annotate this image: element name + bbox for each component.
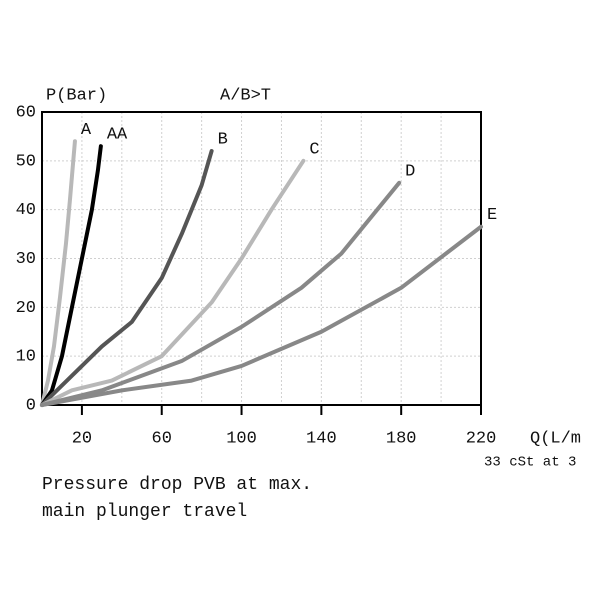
y-axis-label: P(Bar) — [46, 86, 107, 105]
curve — [40, 149, 214, 407]
curve — [40, 158, 306, 407]
curve — [40, 180, 402, 407]
curve-label: AA — [107, 126, 128, 145]
y-tick-label: 0 — [26, 396, 36, 415]
y-tick-label: 50 — [16, 152, 36, 171]
x-axis-label: Q(L/m — [530, 429, 581, 448]
y-tick-label: 60 — [16, 103, 36, 122]
x-tick-label: 100 — [226, 429, 257, 448]
y-tick-label: 30 — [16, 250, 36, 269]
x-tick-label: 140 — [306, 429, 337, 448]
curve — [40, 224, 483, 407]
curve-label: E — [487, 206, 497, 225]
curve-label: D — [405, 162, 415, 181]
x-tick-label: 220 — [466, 429, 497, 448]
curve-label: A — [81, 121, 92, 140]
y-tick-label: 10 — [16, 348, 36, 367]
plot-frame — [41, 111, 482, 406]
x-tick-label: 180 — [386, 429, 417, 448]
curve-label: C — [309, 140, 319, 159]
y-tick-label: 40 — [16, 201, 36, 220]
x-axis-note: 33 cSt at 3 — [484, 455, 576, 471]
y-tick-label: 20 — [16, 299, 36, 318]
curve-label: B — [218, 131, 228, 150]
caption-line: Pressure drop PVB at max. — [42, 475, 312, 495]
curve — [40, 144, 103, 407]
curve — [40, 139, 77, 407]
caption-line: main plunger travel — [42, 502, 247, 522]
x-tick-label: 20 — [72, 429, 92, 448]
x-tick-label: 60 — [152, 429, 172, 448]
chart-title: A/B>T — [220, 86, 271, 105]
